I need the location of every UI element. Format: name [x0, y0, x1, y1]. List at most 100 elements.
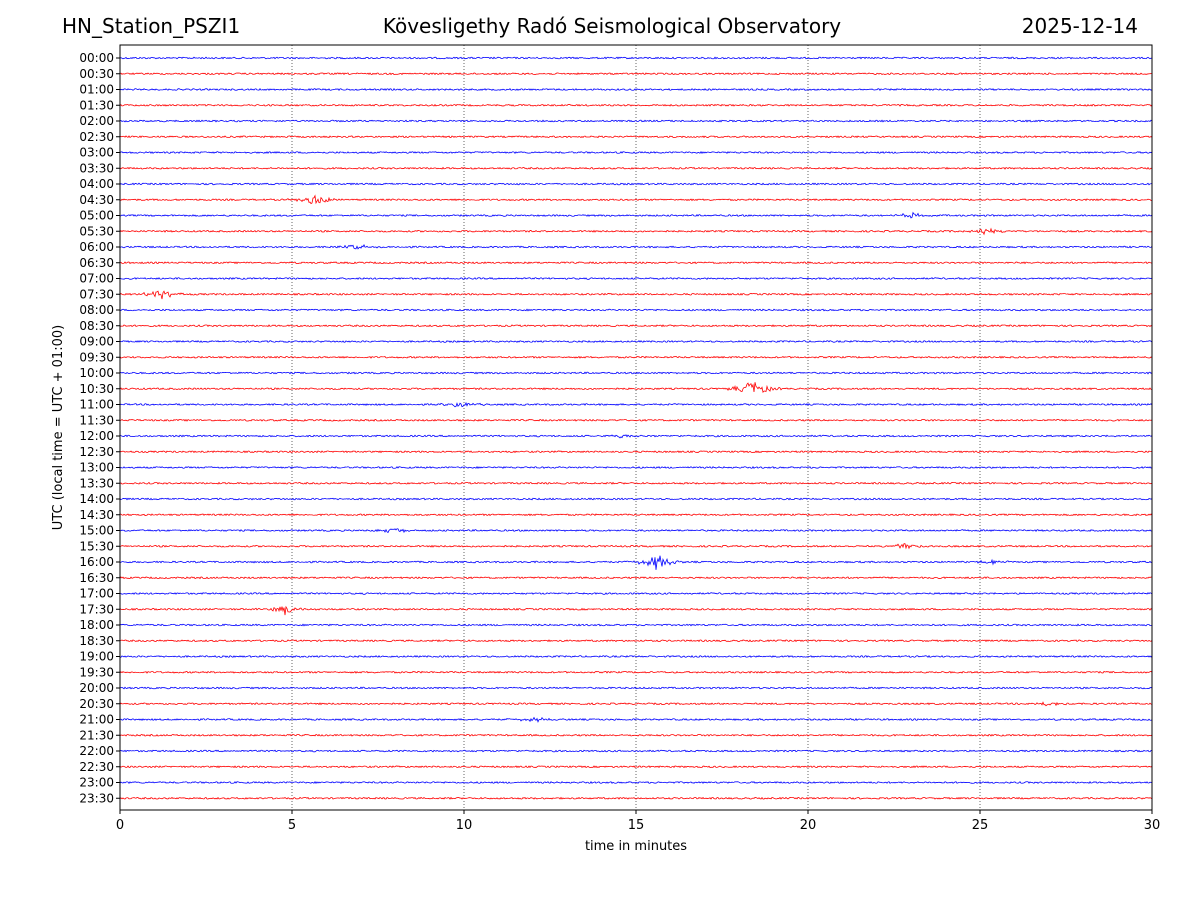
- trace-1400: [119, 497, 1153, 501]
- y-tick-label: 08:30: [79, 319, 114, 333]
- y-tick-label: 07:00: [79, 272, 114, 286]
- trace-0400: [119, 182, 1153, 186]
- trace-0000: [119, 56, 1153, 60]
- y-tick-label: 17:30: [79, 602, 114, 616]
- y-tick-label: 04:00: [79, 177, 114, 191]
- y-tick-label: 04:30: [79, 193, 114, 207]
- trace-0100: [119, 88, 1153, 91]
- trace-1830: [119, 639, 1153, 643]
- y-tick-label: 05:00: [79, 209, 114, 223]
- trace-0230: [119, 135, 1153, 139]
- y-tick-label: 09:30: [79, 350, 114, 364]
- trace-1300: [119, 466, 1153, 469]
- trace-0500: [119, 211, 1153, 219]
- x-tick-label: 10: [456, 818, 473, 833]
- y-tick-label: 22:30: [79, 760, 114, 774]
- trace-0900: [119, 340, 1153, 343]
- trace-0530: [119, 227, 1153, 236]
- trace-0800: [119, 308, 1153, 312]
- y-tick-label: 09:00: [79, 335, 114, 349]
- trace-1100: [119, 401, 1153, 408]
- trace-0030: [119, 72, 1153, 76]
- trace-1500: [119, 528, 1153, 534]
- y-tick-label: 16:30: [79, 571, 114, 585]
- y-tick-label: 00:30: [79, 67, 114, 81]
- trace-1430: [119, 513, 1153, 517]
- y-tick-label: 08:00: [79, 303, 114, 317]
- trace-1700: [119, 592, 1153, 595]
- trace-0930: [119, 355, 1153, 359]
- trace-2030: [119, 701, 1153, 707]
- y-tick-label: 12:30: [79, 445, 114, 459]
- y-tick-label: 01:00: [79, 83, 114, 97]
- trace-0630: [119, 261, 1153, 265]
- y-tick-label: 18:00: [79, 618, 114, 632]
- trace-0300: [119, 151, 1153, 154]
- trace-1000: [119, 371, 1153, 375]
- trace-1530: [119, 543, 1153, 550]
- trace-0430: [119, 194, 1153, 205]
- trace-0730: [119, 290, 1153, 300]
- trace-2000: [119, 686, 1153, 690]
- x-tick-label: 0: [116, 818, 124, 833]
- x-tick-label: 30: [1144, 818, 1161, 833]
- trace-0200: [119, 119, 1153, 123]
- y-tick-label: 15:30: [79, 539, 114, 553]
- trace-0330: [119, 166, 1153, 170]
- y-tick-label: 07:30: [79, 287, 114, 301]
- y-tick-label: 18:30: [79, 634, 114, 648]
- x-tick-label: 20: [800, 818, 817, 833]
- y-axis-label: UTC (local time = UTC + 01:00): [51, 325, 66, 530]
- y-tick-label: 00:00: [79, 51, 114, 65]
- y-tick-label: 10:30: [79, 382, 114, 396]
- x-tick-label: 15: [628, 818, 645, 833]
- y-tick-label: 23:00: [79, 776, 114, 790]
- x-tick-label: 25: [972, 818, 989, 833]
- station-title: HN_Station_PSZI1: [62, 14, 241, 38]
- y-tick-label: 15:00: [79, 524, 114, 538]
- trace-2200: [119, 749, 1153, 753]
- trace-2300: [119, 780, 1153, 784]
- trace-1630: [119, 576, 1153, 580]
- y-tick-label: 11:30: [79, 413, 114, 427]
- y-tick-label: 06:30: [79, 256, 114, 270]
- y-tick-label: 14:30: [79, 508, 114, 522]
- trace-1730: [119, 605, 1153, 616]
- y-tick-label: 16:00: [79, 555, 114, 569]
- trace-2100: [119, 716, 1153, 723]
- trace-0700: [119, 277, 1153, 280]
- y-tick-label: 10:00: [79, 366, 114, 380]
- trace-1800: [119, 623, 1153, 627]
- y-tick-label: 19:30: [79, 665, 114, 679]
- x-axis-label: time in minutes: [585, 839, 687, 854]
- y-tick-label: 19:00: [79, 650, 114, 664]
- y-tick-label: 03:00: [79, 146, 114, 160]
- trace-1330: [119, 481, 1153, 485]
- y-tick-label: 01:30: [79, 98, 114, 112]
- trace-1600: [119, 555, 1153, 570]
- trace-1900: [119, 654, 1153, 658]
- trace-2330: [119, 796, 1153, 800]
- y-tick-label: 22:00: [79, 744, 114, 758]
- y-tick-label: 20:00: [79, 681, 114, 695]
- trace-0830: [119, 324, 1153, 328]
- trace-1030: [119, 382, 1153, 393]
- y-tick-label: 02:30: [79, 130, 114, 144]
- y-tick-label: 05:30: [79, 224, 114, 238]
- x-tick-label: 5: [288, 818, 296, 833]
- y-tick-label: 20:30: [79, 697, 114, 711]
- y-tick-label: 14:00: [79, 492, 114, 506]
- y-tick-label: 21:00: [79, 713, 114, 727]
- trace-2130: [119, 733, 1153, 737]
- y-tick-label: 21:30: [79, 728, 114, 742]
- y-tick-label: 13:30: [79, 476, 114, 490]
- y-tick-label: 23:30: [79, 791, 114, 805]
- trace-2230: [119, 765, 1153, 769]
- y-tick-label: 11:00: [79, 398, 114, 412]
- y-tick-label: 12:00: [79, 429, 114, 443]
- trace-1130: [119, 418, 1153, 422]
- y-tick-label: 06:00: [79, 240, 114, 254]
- y-tick-label: 17:00: [79, 587, 114, 601]
- y-tick-label: 02:00: [79, 114, 114, 128]
